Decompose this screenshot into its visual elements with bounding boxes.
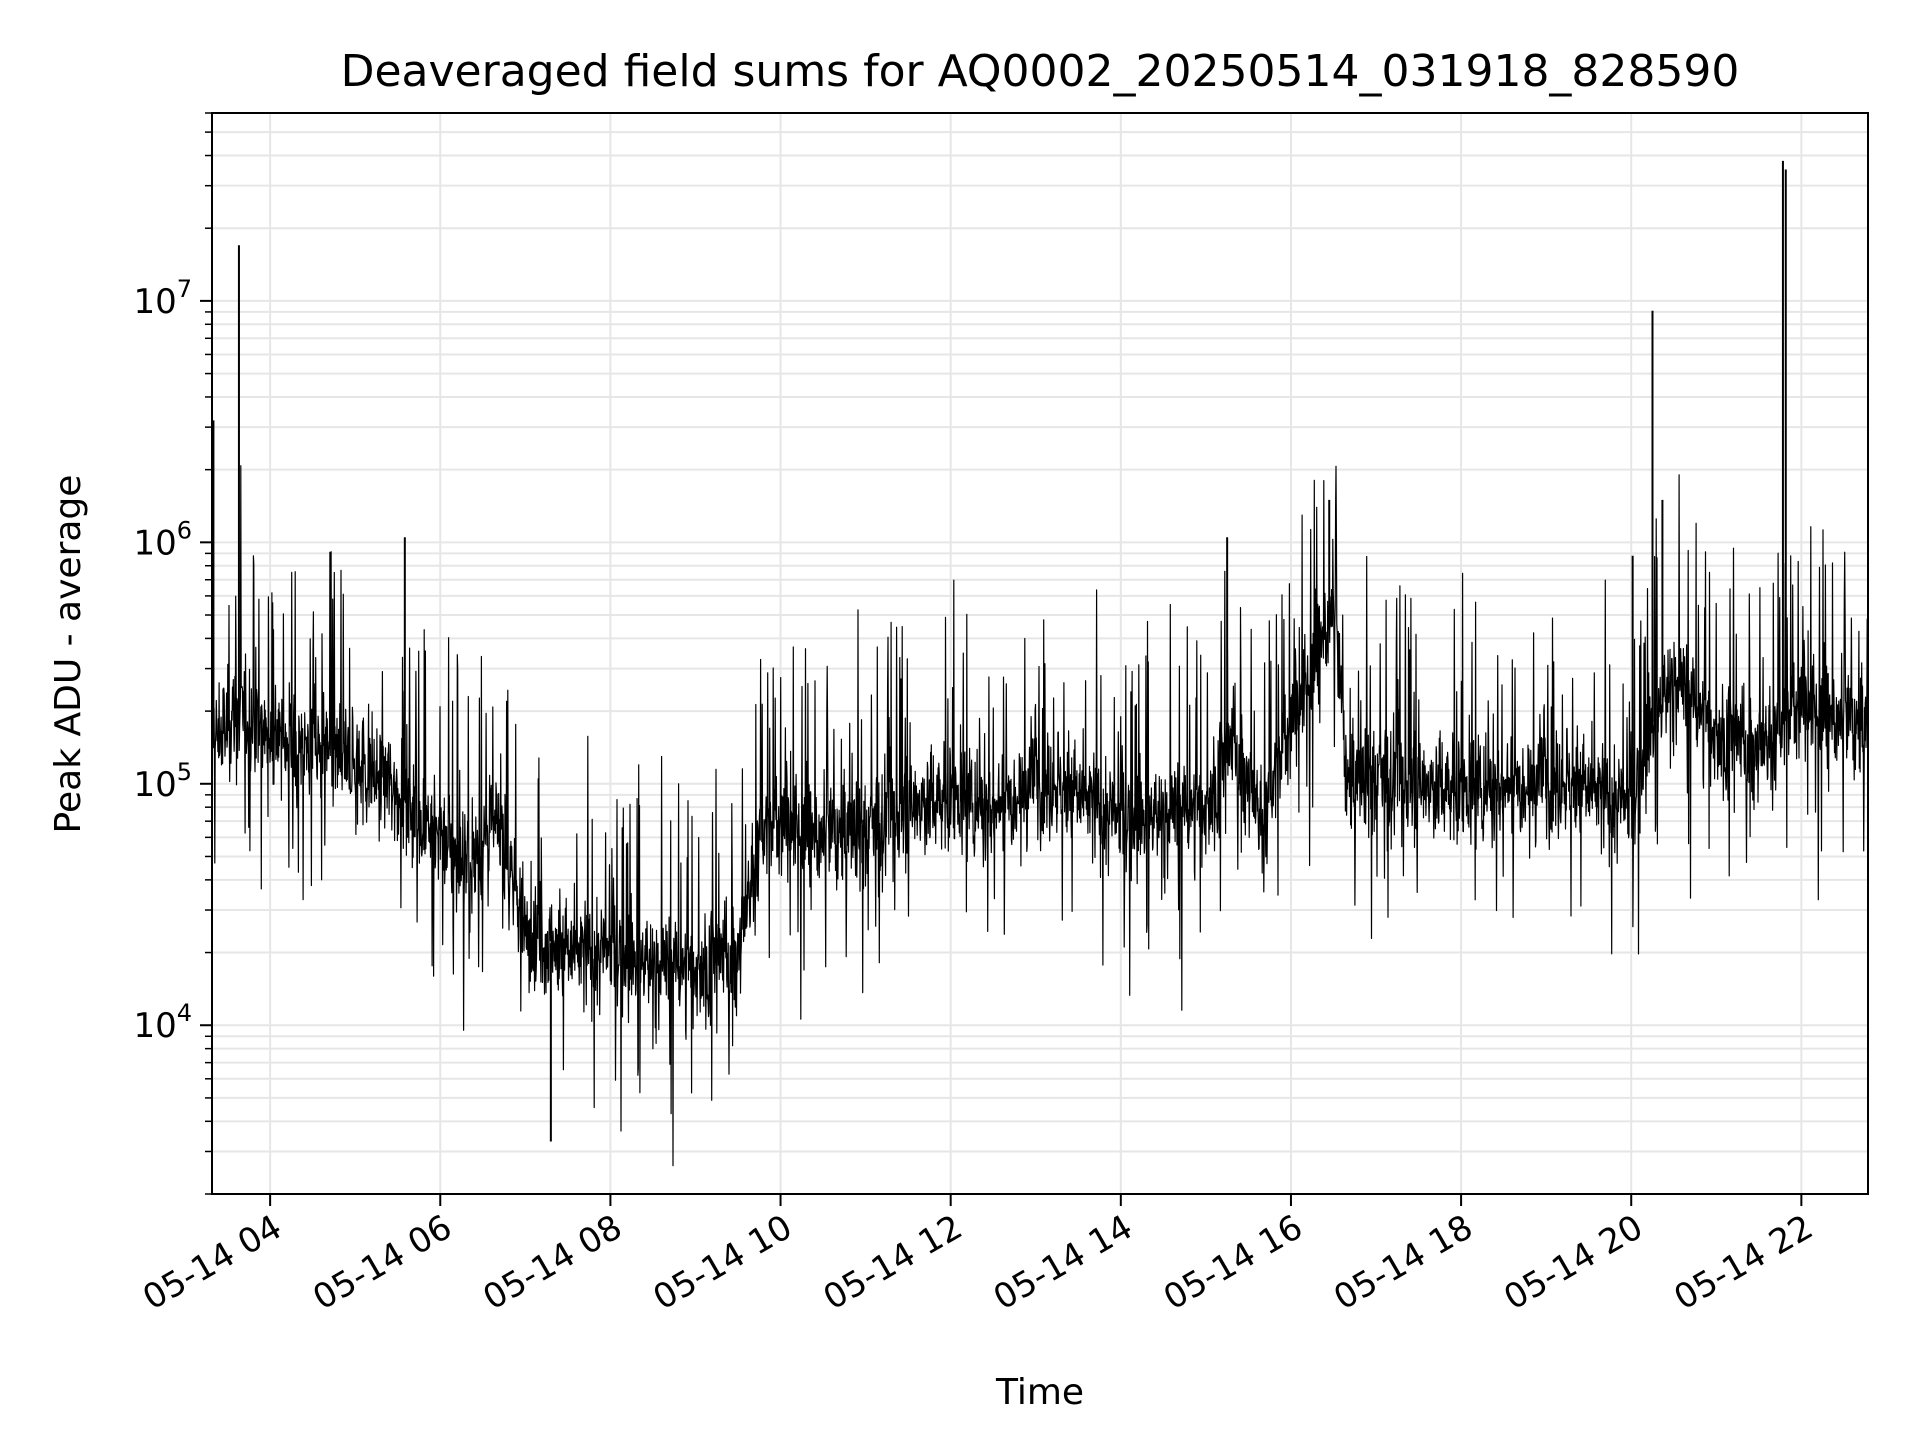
series-line-group	[212, 160, 1868, 1167]
y-tick-exponent: 7	[177, 275, 192, 303]
series-line	[212, 465, 1868, 1167]
y-tick-label: 107	[133, 275, 192, 322]
y-tick-label: 106	[133, 516, 192, 563]
y-tick-base: 10	[133, 765, 176, 805]
y-tick-exponent: 4	[177, 999, 192, 1027]
y-tick-exponent: 5	[177, 758, 192, 786]
y-tick-label: 104	[133, 999, 192, 1046]
y-tick-base: 10	[133, 523, 176, 563]
chart-title: Deaveraged field sums for AQ0002_2025051…	[341, 46, 1740, 97]
grid	[212, 112, 1868, 1195]
plot-frame	[211, 112, 1869, 1195]
y-tick-exponent: 6	[177, 516, 192, 544]
y-tick-base: 10	[133, 282, 176, 322]
y-tick-base: 10	[133, 1006, 176, 1046]
x-axis-label: Time	[995, 1372, 1084, 1413]
y-tick-label: 105	[133, 758, 192, 805]
y-axis-label: Peak ADU - average	[48, 475, 89, 834]
